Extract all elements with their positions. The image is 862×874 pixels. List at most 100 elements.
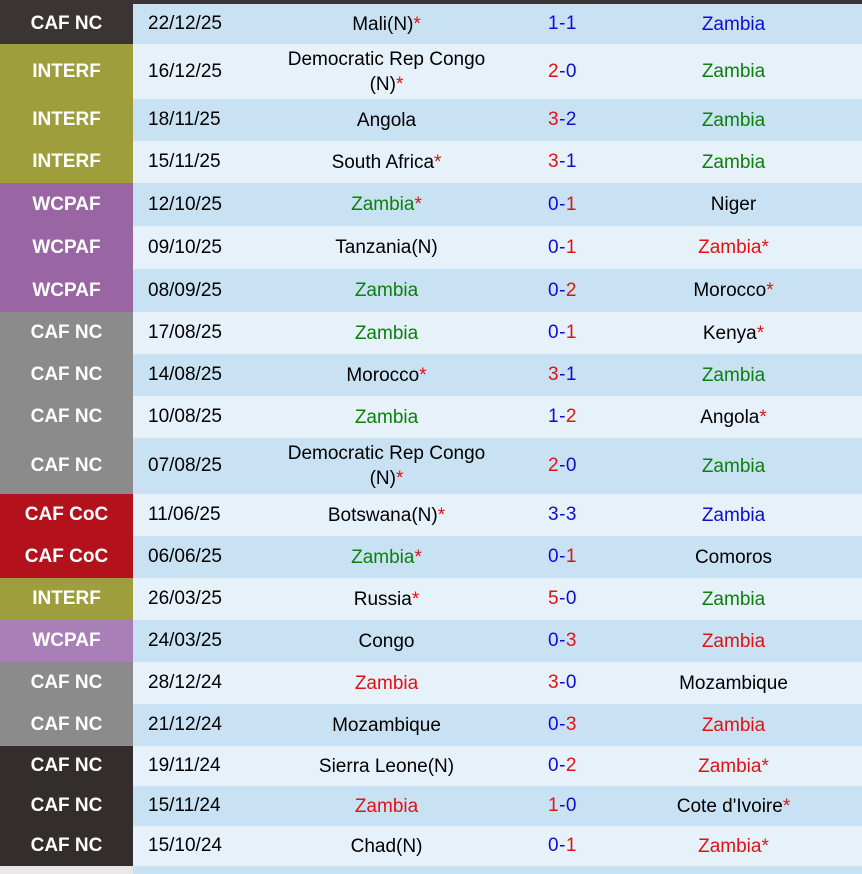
away-team[interactable]: Cote d'Ivoire*: [677, 794, 790, 819]
away-team-cell: Zambia: [605, 4, 862, 44]
score-cell: 0-1: [520, 826, 605, 866]
away-team[interactable]: Zambia: [702, 108, 765, 133]
score-cell: 0-1: [520, 226, 605, 269]
home-team[interactable]: Angola: [357, 108, 416, 133]
home-team[interactable]: Morocco*: [346, 363, 426, 388]
away-goals: 1: [565, 835, 577, 856]
team-name: Morocco: [346, 364, 420, 386]
home-team-cell: Zambia*: [253, 183, 520, 226]
team-name: Zambia: [698, 835, 762, 857]
team-name-line2: (N): [369, 468, 396, 489]
home-team-cell: Zambia: [253, 312, 520, 354]
away-team[interactable]: Comoros: [695, 545, 772, 570]
match-row: WCPAF 08/09/25 Zambia 0-2 Morocco*: [0, 269, 862, 312]
asterisk-marker: *: [419, 364, 427, 386]
away-team[interactable]: Mozambique: [679, 671, 788, 696]
away-team[interactable]: Angola*: [700, 405, 767, 430]
home-team[interactable]: Tanzania(N): [335, 235, 437, 260]
home-team[interactable]: Democratic Rep Congo (N)*: [288, 47, 485, 97]
away-team[interactable]: Zambia*: [698, 754, 769, 779]
match-row: CAF NC 17/08/25 Zambia 0-1 Kenya*: [0, 312, 862, 354]
away-team[interactable]: Zambia: [702, 503, 765, 528]
match-row: CAF NC 14/08/25 Morocco* 3-1 Zambia: [0, 354, 862, 396]
home-team[interactable]: Zambia: [355, 794, 418, 819]
asterisk-marker: *: [414, 546, 422, 568]
match-date: 28/12/24: [148, 672, 222, 693]
away-team[interactable]: Niger: [711, 192, 756, 217]
away-team[interactable]: Zambia: [702, 587, 765, 612]
team-name: Zambia: [354, 322, 419, 344]
away-team[interactable]: Zambia: [702, 150, 765, 175]
score-cell: 0-1: [520, 312, 605, 354]
competition-badge: CAF NC: [0, 354, 133, 396]
away-team-cell: Zambia: [605, 578, 862, 620]
score-cell: 3-0: [520, 662, 605, 704]
competition-badge: WCPAF: [0, 620, 133, 662]
away-team[interactable]: Zambia: [702, 454, 765, 479]
score-separator: -: [559, 546, 566, 567]
away-team[interactable]: Zambia*: [698, 235, 769, 260]
asterisk-marker: *: [761, 237, 769, 258]
team-name: Congo: [358, 630, 415, 652]
score-separator: -: [559, 364, 566, 385]
home-team[interactable]: Chad(N): [351, 834, 423, 859]
score-cell: 0-1: [520, 183, 605, 226]
home-team[interactable]: Zambia: [355, 321, 418, 346]
match-date: 26/03/25: [148, 588, 222, 609]
score-cell: 3-2: [520, 99, 605, 141]
home-team[interactable]: Sierra Leone(N): [319, 754, 454, 779]
home-team[interactable]: Zambia*: [351, 545, 422, 570]
away-team[interactable]: Zambia: [702, 363, 765, 388]
team-name: Comoros: [694, 546, 773, 568]
team-name: Zambia: [354, 795, 419, 817]
home-team[interactable]: Mozambique: [332, 713, 441, 738]
away-goals: 1: [565, 322, 577, 343]
competition-badge: CAF NC: [0, 704, 133, 746]
home-team[interactable]: Congo: [359, 629, 415, 654]
match-row: WCPAF 09/10/25 Tanzania(N) 0-1 Zambia*: [0, 226, 862, 269]
home-team-cell: Zambia: [253, 269, 520, 312]
home-team[interactable]: Zambia*: [351, 192, 422, 217]
match-row: INTERF 18/11/25 Angola 3-2 Zambia: [0, 99, 862, 141]
away-goals: 0: [565, 795, 577, 816]
score-cell: 1-0: [520, 786, 605, 826]
home-team[interactable]: Zambia: [355, 671, 418, 696]
team-name: Botswana(N): [327, 504, 438, 526]
home-team[interactable]: Zambia: [355, 405, 418, 430]
score-separator: -: [559, 236, 566, 258]
away-team[interactable]: Zambia: [702, 12, 765, 37]
match-date: 21/12/24: [148, 714, 222, 735]
match-date: 15/11/25: [148, 151, 221, 172]
home-team[interactable]: Russia*: [354, 587, 419, 612]
away-team[interactable]: Zambia: [702, 629, 765, 654]
table-top-border: [0, 0, 862, 4]
home-goals: 1: [548, 795, 560, 816]
away-team[interactable]: Zambia: [702, 59, 765, 84]
away-team-cell: Cote d'Ivoire*: [605, 786, 862, 826]
away-team-cell: Zambia*: [605, 226, 862, 269]
home-team[interactable]: Democratic Rep Congo (N)*: [288, 441, 485, 491]
away-team[interactable]: Zambia*: [698, 834, 769, 859]
away-team[interactable]: Kenya*: [703, 321, 764, 346]
team-name: Zambia: [351, 194, 415, 215]
asterisk-marker: *: [766, 280, 774, 301]
away-team-cell: Zambia: [605, 494, 862, 536]
away-team-cell: Zambia: [605, 620, 862, 662]
match-date: 16/12/25: [148, 60, 222, 82]
away-goals: 0: [565, 588, 577, 609]
away-team[interactable]: Morocco*: [693, 278, 773, 303]
home-team[interactable]: Zambia: [355, 278, 418, 303]
home-team[interactable]: South Africa*: [332, 150, 442, 175]
asterisk-marker: *: [761, 755, 769, 777]
match-date: [133, 866, 253, 874]
home-team[interactable]: Mali(N)*: [352, 12, 421, 37]
home-team-cell: Congo: [253, 620, 520, 662]
away-team[interactable]: Zambia: [702, 713, 765, 738]
score-separator: -: [559, 322, 566, 343]
home-team[interactable]: Botswana(N)*: [328, 503, 445, 528]
asterisk-marker: *: [437, 504, 446, 526]
home-team-cell: Botswana(N)*: [253, 494, 520, 536]
match-row: CAF NC 21/12/24 Mozambique 0-3 Zambia: [0, 704, 862, 746]
team-name: Zambia: [701, 13, 766, 35]
